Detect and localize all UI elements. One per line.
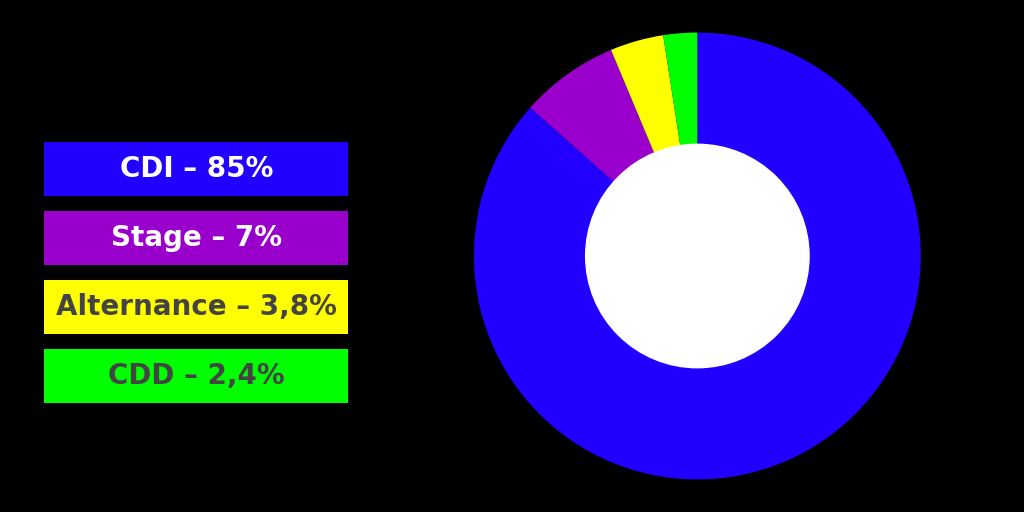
Text: Stage – 7%: Stage – 7% bbox=[111, 224, 282, 252]
Text: Alternance – 3,8%: Alternance – 3,8% bbox=[56, 293, 337, 321]
Wedge shape bbox=[611, 35, 680, 153]
Wedge shape bbox=[474, 33, 921, 479]
FancyBboxPatch shape bbox=[44, 142, 348, 196]
Wedge shape bbox=[530, 50, 654, 182]
Text: CDI – 85%: CDI – 85% bbox=[120, 155, 273, 183]
FancyBboxPatch shape bbox=[44, 281, 348, 334]
FancyBboxPatch shape bbox=[44, 211, 348, 265]
Circle shape bbox=[586, 144, 809, 368]
FancyBboxPatch shape bbox=[44, 349, 348, 403]
Wedge shape bbox=[664, 33, 697, 145]
Text: CDD – 2,4%: CDD – 2,4% bbox=[109, 362, 285, 390]
